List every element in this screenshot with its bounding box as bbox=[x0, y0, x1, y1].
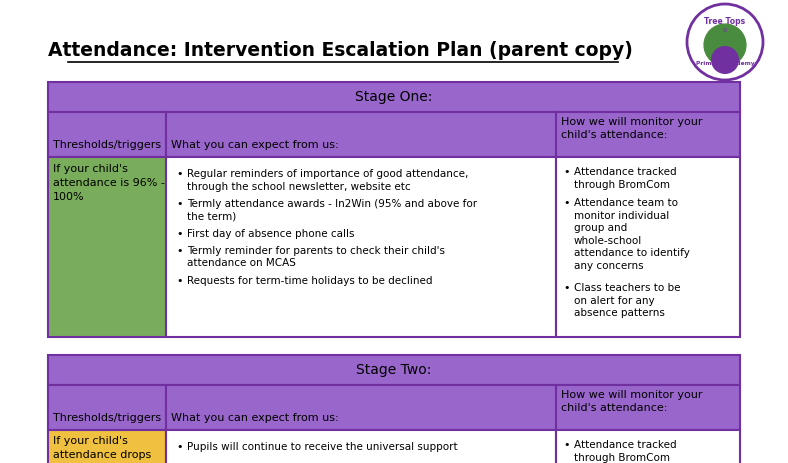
Text: Termly reminder for parents to check their child's
attendance on MCAS: Termly reminder for parents to check the… bbox=[187, 245, 445, 268]
Text: Tree Tops: Tree Tops bbox=[704, 18, 745, 26]
Circle shape bbox=[704, 24, 746, 66]
Bar bbox=[166, 385, 556, 430]
Text: Pupils will continue to receive the universal support: Pupils will continue to receive the univ… bbox=[187, 442, 458, 452]
Text: Attendance tracked
through BromCom: Attendance tracked through BromCom bbox=[574, 167, 677, 189]
Bar bbox=[556, 430, 740, 463]
Text: •: • bbox=[176, 229, 183, 239]
Text: •: • bbox=[563, 198, 570, 208]
Text: First day of absence phone calls: First day of absence phone calls bbox=[187, 229, 355, 239]
Bar bbox=[166, 112, 556, 157]
Bar bbox=[166, 430, 556, 463]
Text: Thresholds/triggers: Thresholds/triggers bbox=[53, 140, 161, 150]
Bar bbox=[48, 157, 166, 337]
Circle shape bbox=[712, 47, 738, 73]
Bar bbox=[556, 112, 740, 157]
Text: •: • bbox=[563, 283, 570, 293]
Text: •: • bbox=[176, 275, 183, 286]
Bar bbox=[556, 157, 740, 337]
Bar bbox=[48, 112, 166, 157]
Text: •: • bbox=[176, 245, 183, 256]
Text: Primary Academy: Primary Academy bbox=[696, 62, 754, 67]
Text: •: • bbox=[176, 442, 183, 452]
Text: If your child's
attendance drops: If your child's attendance drops bbox=[53, 436, 151, 460]
Text: Attendance: Intervention Escalation Plan (parent copy): Attendance: Intervention Escalation Plan… bbox=[47, 40, 633, 60]
Text: Stage One:: Stage One: bbox=[355, 90, 433, 104]
Text: •: • bbox=[176, 199, 183, 209]
Bar bbox=[48, 355, 740, 385]
Text: Regular reminders of importance of good attendance,
through the school newslette: Regular reminders of importance of good … bbox=[187, 169, 468, 192]
Text: Stage Two:: Stage Two: bbox=[356, 363, 432, 377]
Text: Thresholds/triggers: Thresholds/triggers bbox=[53, 413, 161, 423]
Text: •: • bbox=[563, 167, 570, 177]
Text: •: • bbox=[563, 440, 570, 450]
Bar bbox=[48, 430, 166, 463]
Bar bbox=[48, 82, 740, 112]
Text: How we will monitor your
child's attendance:: How we will monitor your child's attenda… bbox=[561, 117, 702, 140]
Text: How we will monitor your
child's attendance:: How we will monitor your child's attenda… bbox=[561, 390, 702, 413]
Text: Class teachers to be
on alert for any
absence patterns: Class teachers to be on alert for any ab… bbox=[574, 283, 681, 318]
Text: Attendance team to
monitor individual
group and
whole-school
attendance to ident: Attendance team to monitor individual gr… bbox=[574, 198, 690, 271]
Text: o: o bbox=[723, 27, 727, 33]
Text: •: • bbox=[176, 169, 183, 179]
Text: If your child's
attendance is 96% -
100%: If your child's attendance is 96% - 100% bbox=[53, 164, 165, 202]
Text: Requests for term-time holidays to be declined: Requests for term-time holidays to be de… bbox=[187, 275, 433, 286]
Bar bbox=[48, 385, 166, 430]
Circle shape bbox=[687, 4, 763, 80]
Bar bbox=[166, 157, 556, 337]
Text: What you can expect from us:: What you can expect from us: bbox=[171, 140, 339, 150]
Text: Termly attendance awards - In2Win (95% and above for
the term): Termly attendance awards - In2Win (95% a… bbox=[187, 199, 477, 222]
Bar bbox=[556, 385, 740, 430]
Text: Attendance tracked
through BromCom: Attendance tracked through BromCom bbox=[574, 440, 677, 463]
Text: What you can expect from us:: What you can expect from us: bbox=[171, 413, 339, 423]
